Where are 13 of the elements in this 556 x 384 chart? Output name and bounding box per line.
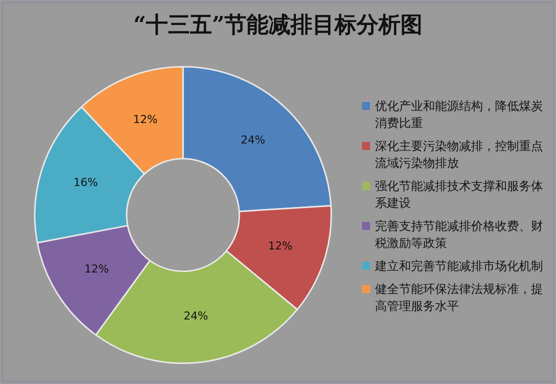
legend-label: 深化主要污染物减排，控制重点流域污染物排放 bbox=[375, 138, 544, 172]
data-label: 12% bbox=[133, 112, 158, 126]
legend-label: 完善支持节能减排价格收费、财税激励等政策 bbox=[375, 218, 544, 252]
legend-label: 优化产业和能源结构，降低煤炭消费比重 bbox=[375, 98, 544, 132]
data-label: 12% bbox=[268, 239, 293, 252]
data-label: 16% bbox=[73, 176, 98, 190]
data-label: 12% bbox=[84, 262, 109, 276]
chart-title: “十三五”节能减排目标分析图 bbox=[132, 11, 424, 40]
data-label: 24% bbox=[184, 309, 208, 322]
legend-label: 建立和完善节能减排市场化机制 bbox=[375, 258, 543, 275]
legend-label: 强化节能减排技术支撑和服务体系建设 bbox=[375, 178, 544, 212]
data-label: 24% bbox=[240, 133, 266, 146]
legend-label: 健全节能环保法律法规标准，提高管理服务水平 bbox=[375, 281, 544, 315]
